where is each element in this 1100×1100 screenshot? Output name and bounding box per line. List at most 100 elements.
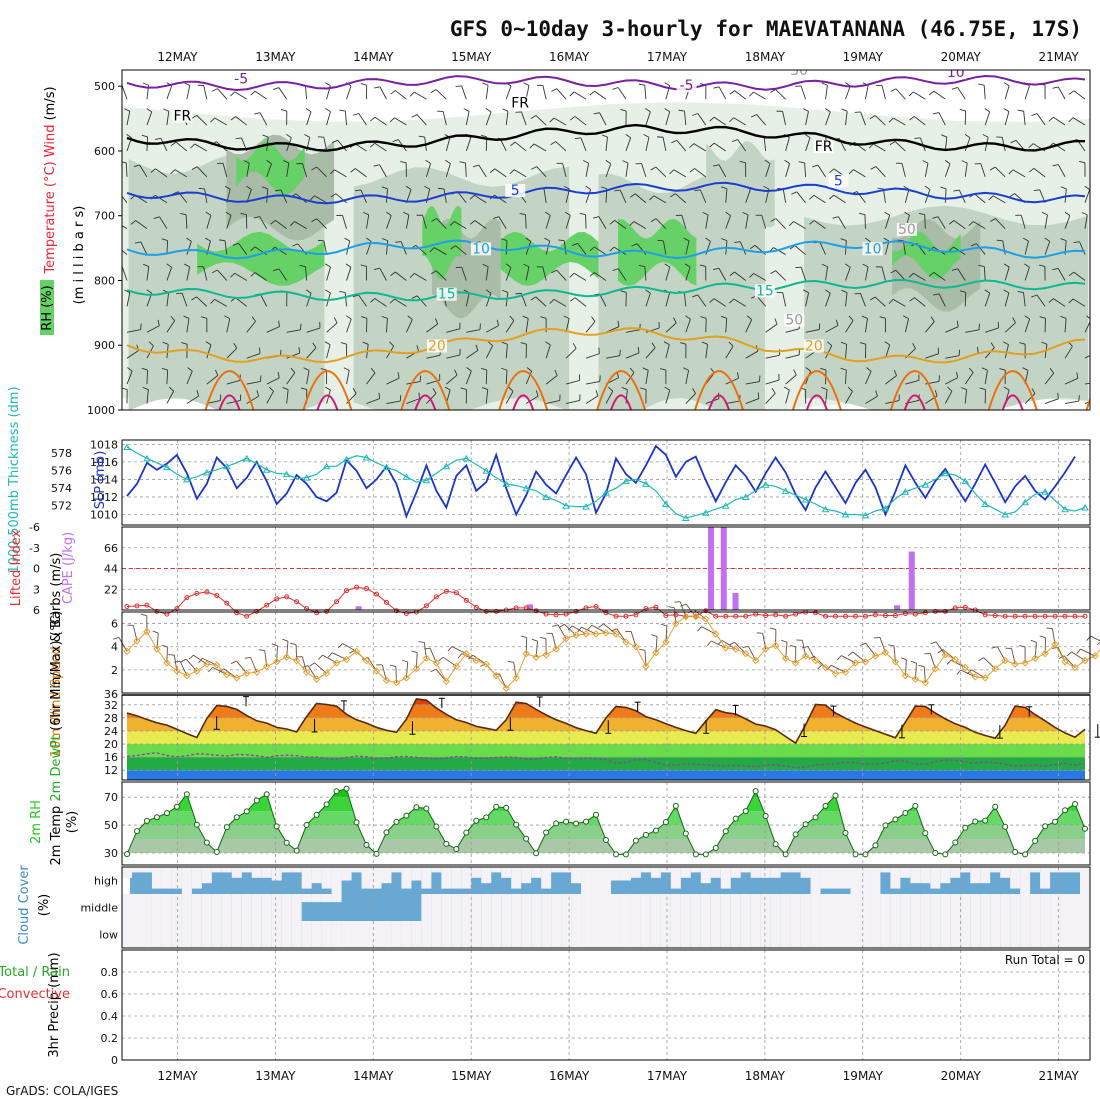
wind-barb-flag <box>1003 386 1010 391</box>
wind-barb <box>633 221 647 230</box>
wind-barb-flag <box>180 213 187 216</box>
wind-barb <box>937 216 946 229</box>
wind10m-point <box>901 671 910 680</box>
wind-barb-flag <box>501 367 508 371</box>
cloud-middle-bar <box>1040 894 1051 921</box>
cloud-high-bar <box>610 867 621 881</box>
wind-barb-flag <box>692 388 696 394</box>
wind-barb-flag <box>978 83 985 86</box>
wind-barb-flag <box>1024 315 1030 320</box>
cloud-middle-bar <box>211 894 222 921</box>
wind-barb-flag <box>821 82 828 86</box>
cloud-middle-bar <box>441 894 452 921</box>
wind-barb <box>259 112 268 126</box>
wind-barb-flag <box>163 108 169 112</box>
wind-barb-flag <box>282 387 289 391</box>
wind10m-point <box>143 627 151 636</box>
wind-barb <box>805 137 811 152</box>
wind-barb-flag <box>729 90 735 95</box>
wind-barb-flag <box>525 237 531 242</box>
wind-barb <box>374 142 387 152</box>
wind-barb <box>699 189 707 203</box>
cloud-high-bar <box>700 867 711 884</box>
cloud-high-bar <box>501 867 512 878</box>
wind-barb <box>665 389 671 404</box>
cloud-middle-bar <box>640 894 651 921</box>
rh-point <box>603 837 609 844</box>
wind-barb-flag <box>893 369 897 376</box>
wind-barb <box>765 354 780 359</box>
wind-barb-flag <box>1033 189 1040 192</box>
wind10m-barb-flag <box>991 646 998 649</box>
wind-barb <box>1064 215 1071 229</box>
cloud-high-bar <box>591 867 602 894</box>
wind-barb-flag <box>563 315 570 320</box>
wind-barb <box>278 268 288 281</box>
cloud-low-bar <box>431 921 442 948</box>
wind10m-barb-flag <box>668 606 675 609</box>
wind-barb-flag <box>481 387 488 391</box>
thickness-line <box>126 446 1086 519</box>
li-point <box>194 590 200 596</box>
rh-point <box>952 839 959 846</box>
wind-barb <box>983 266 986 281</box>
cloud-high-bar <box>850 867 861 894</box>
wind-barb-flag <box>948 220 955 225</box>
wind-barb <box>334 169 347 178</box>
pressure-tick-label: 700 <box>94 210 115 223</box>
wind-barb <box>964 137 971 152</box>
cloud-high-bar <box>710 867 721 878</box>
wind-barb <box>565 348 577 359</box>
wind-barb <box>536 166 547 178</box>
li-point <box>453 590 459 596</box>
wind-barb-flag <box>389 298 395 304</box>
wind-barb <box>625 329 640 333</box>
wind-barb-flag <box>191 114 197 119</box>
rh-point <box>373 850 380 857</box>
contour-label: 15 <box>756 283 774 299</box>
wind-barb-flag <box>608 386 614 392</box>
wind-barb-flag <box>545 341 551 346</box>
thickness-point <box>222 462 231 470</box>
thickness-point <box>402 473 411 480</box>
cloud-middle-bar <box>531 894 542 921</box>
cloud-low-bar <box>930 921 941 948</box>
wind-barb <box>697 113 707 126</box>
wind-barb-flag <box>370 367 376 374</box>
wind10m-point <box>322 669 331 678</box>
wind-barb-flag <box>1003 263 1010 268</box>
wind-barb <box>980 163 986 177</box>
temp2m-ylabel-part: 2m Temp <box>49 806 64 866</box>
rh-point <box>1042 823 1049 830</box>
wind-barb <box>294 221 307 230</box>
wind-barb <box>181 293 188 307</box>
contour-label-bg <box>426 339 447 353</box>
wind-barb-flag <box>450 245 456 250</box>
temp-line <box>126 698 1086 745</box>
contour-label: 50 <box>785 313 803 329</box>
wind-barb <box>386 215 392 229</box>
wind-barb <box>655 166 667 178</box>
wind-barb-flag <box>601 186 608 190</box>
wind-barb <box>186 318 190 333</box>
wind-barb <box>1024 267 1030 281</box>
wind-barb-flag <box>1003 108 1010 112</box>
li-point <box>204 589 210 595</box>
cloud-low-bar <box>880 921 891 948</box>
wind-barb-flag <box>692 113 699 116</box>
wind-barb <box>555 141 567 152</box>
cape-bar <box>708 527 715 610</box>
li-point <box>1032 613 1038 619</box>
contour-label: -5 <box>234 72 248 88</box>
wind10m-point <box>622 638 630 646</box>
wind-barb <box>159 216 168 229</box>
li-point <box>234 610 240 616</box>
wind-barb <box>126 329 141 333</box>
wind-barb <box>1084 401 1090 404</box>
wind-barb-flag <box>463 108 470 112</box>
li-point <box>962 604 968 610</box>
wind-barb <box>745 214 749 229</box>
wind-tick-label: 6 <box>111 618 118 631</box>
wind-barb-flag <box>650 218 657 222</box>
wind-barb <box>825 389 828 404</box>
